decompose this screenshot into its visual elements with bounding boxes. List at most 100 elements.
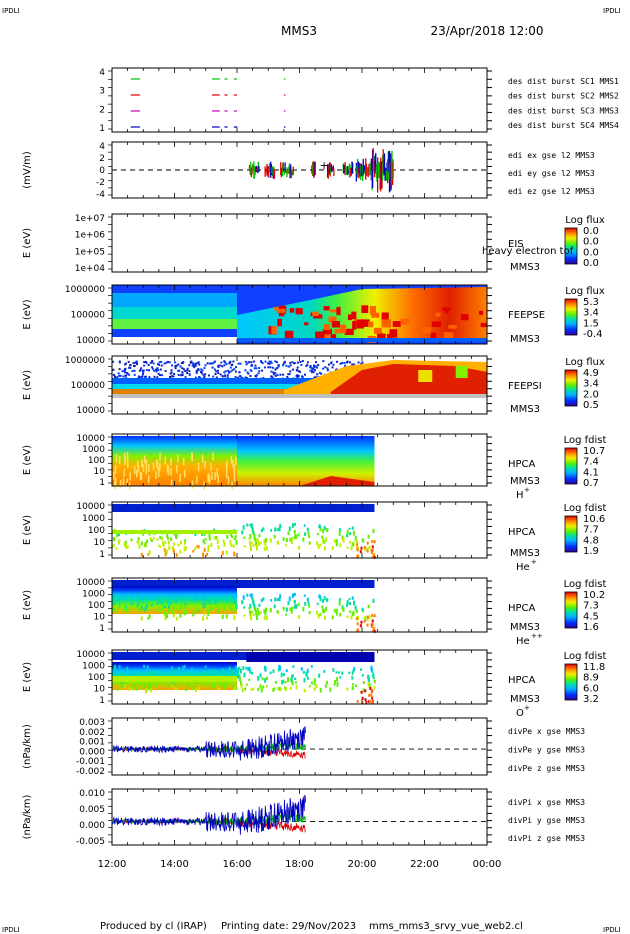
spacecraft-label: MMS3 <box>510 548 540 559</box>
spectrogram-cell <box>296 376 299 379</box>
spectrogram-cell <box>145 688 148 693</box>
spectrogram-cell <box>123 369 126 372</box>
colorbar-tick-label: 10.7 <box>583 446 605 457</box>
spectrogram-cell <box>209 670 212 674</box>
spectrogram-cell <box>276 687 279 690</box>
spectrogram-cell <box>171 666 174 670</box>
spectrogram-cell <box>118 368 121 371</box>
spectrogram-cell <box>373 629 376 633</box>
spectrogram-cell <box>184 538 187 542</box>
spectrogram-cell <box>227 371 230 374</box>
spectrogram-cell <box>310 681 313 685</box>
panel-frame-eis <box>111 213 488 273</box>
spectrogram-cell <box>326 680 329 685</box>
spectrogram-cell <box>389 329 398 338</box>
spectrogram-cell <box>242 666 245 671</box>
instrument-label: HPCA <box>508 675 536 686</box>
spectrogram-cell <box>179 474 182 483</box>
spectrogram-cell <box>114 465 117 474</box>
spectrogram-cell <box>303 688 306 693</box>
spectrogram-cell <box>290 677 293 682</box>
spectrogram-cell <box>274 680 277 684</box>
spectrogram-cell <box>271 376 274 379</box>
colorbar-title: Log flux <box>565 357 605 368</box>
spectrogram-cell <box>278 596 281 602</box>
spectrogram-cell <box>303 594 306 597</box>
spectrogram-cell <box>223 371 226 374</box>
spectrogram-cell <box>208 538 211 541</box>
y-tick-label: 100000 <box>71 381 106 391</box>
spectrogram-cell <box>179 365 182 368</box>
spectrogram-cell <box>308 541 311 545</box>
spectrogram-cell <box>170 375 173 378</box>
spectrogram-cell <box>233 551 236 557</box>
x-tick-label: 16:00 <box>223 859 252 870</box>
spectrogram-cell <box>348 361 351 364</box>
spectrogram-cell <box>313 314 323 319</box>
spectrogram-cell <box>290 539 293 545</box>
spectrogram-cell <box>274 527 277 532</box>
spectrogram-cell <box>356 554 359 558</box>
x-tick-label: 22:00 <box>410 859 439 870</box>
spectrogram-cell <box>194 688 197 692</box>
spectrogram-cell <box>290 609 293 614</box>
spectrogram-cell <box>216 468 218 477</box>
spectrogram-cell <box>164 551 167 557</box>
spectrogram-cell <box>208 475 211 484</box>
spectrogram-cell <box>172 549 175 554</box>
spectrogram-cell <box>150 603 153 607</box>
spectrogram-cell <box>284 330 294 340</box>
spectrogram-cell <box>254 538 257 541</box>
spectrogram-cell <box>274 368 277 371</box>
panel-eis <box>108 213 492 273</box>
spectrogram-cell <box>356 319 365 329</box>
spectrogram-cell <box>233 593 236 598</box>
spectrogram-cell <box>159 600 162 604</box>
spectrogram-cell <box>175 364 178 367</box>
spectrogram-cell <box>312 371 315 374</box>
spectrogram-cell <box>156 538 159 541</box>
spectrogram-cell <box>237 671 240 675</box>
spectrogram-cell <box>310 371 313 374</box>
spectrogram-cell <box>264 611 267 616</box>
spectrogram-cell <box>161 374 164 377</box>
panel-hpca_he2 <box>108 577 492 633</box>
spectrogram-cell <box>147 464 150 473</box>
spectrogram-cell <box>256 545 259 551</box>
colorbar-tick-label: 4.1 <box>583 467 599 478</box>
spectrogram-cell <box>123 685 126 689</box>
colorbar-tick-label: 1.9 <box>583 546 599 557</box>
spectrogram-cell <box>137 541 140 545</box>
spectrogram-cell <box>339 362 342 365</box>
spectrogram-cell <box>148 614 151 619</box>
spectrogram-cell <box>204 665 207 668</box>
y-tick-label: 1 <box>99 478 105 488</box>
spectrogram-cell <box>202 373 205 376</box>
legend-entry: des dist burst SC1 MMS1 <box>508 77 619 86</box>
spectrogram-cell <box>170 479 173 488</box>
spectrogram-cell <box>165 549 168 555</box>
spectrogram-cell <box>294 677 297 681</box>
y-tick-label: 10 <box>94 467 106 477</box>
spectrogram-cell <box>287 373 290 376</box>
spectrogram-cell <box>137 376 140 379</box>
y-tick-label: 1000 <box>82 590 105 600</box>
spectrogram-cell <box>373 540 376 544</box>
spectrogram-cell <box>233 473 236 482</box>
colorbar <box>564 227 578 265</box>
spectrogram-cell <box>159 462 161 471</box>
spectrogram-cell <box>371 548 374 552</box>
spectrogram-cell <box>155 370 158 373</box>
spectrogram-cell <box>334 679 337 684</box>
spectrogram-cell <box>123 542 126 547</box>
spectrogram-cell <box>118 603 121 607</box>
spectrogram-cell <box>151 360 154 363</box>
spectrogram-cell <box>171 685 174 688</box>
spectrogram-cell <box>289 537 292 542</box>
y-tick-label: 10000 <box>76 434 105 444</box>
spectrogram-cell <box>400 318 410 325</box>
spectrogram-cell <box>367 534 370 539</box>
spectrogram-cell <box>174 367 177 370</box>
spectrogram-cell <box>238 370 241 373</box>
spectrogram-cell <box>208 533 211 539</box>
